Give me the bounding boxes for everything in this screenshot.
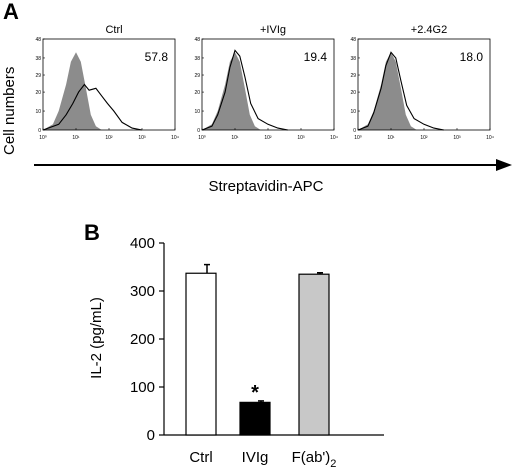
histogram-2: 0 10 20 29 38 48 10⁰ 10¹ 10² 10³ 10⁴ +IVIg 19.4: [194, 24, 337, 141]
y-tick-label: 20: [35, 90, 41, 96]
x-tick-label: 10³: [453, 135, 461, 141]
y-tick-label: 48: [35, 37, 41, 43]
histogram-title: +IVIg: [260, 24, 286, 36]
x-tick-label: 10³: [138, 135, 146, 141]
panel-b-ylabel: IL-2 (pg/mL): [88, 297, 105, 379]
bar-y-tick-label: 100: [130, 379, 155, 396]
y-tick-label: 29: [194, 73, 200, 79]
bar-3: [298, 273, 330, 436]
y-tick-label: 48: [350, 37, 356, 43]
x-tick-label: 10⁰: [198, 135, 206, 141]
panel-a-arrow-head: [496, 159, 512, 171]
x-tick-label: 10⁴: [330, 135, 338, 141]
y-tick-label: 10: [194, 109, 200, 115]
y-tick-label: 0: [38, 128, 41, 134]
panel-b-letter: B: [84, 220, 100, 245]
x-tick-label: 10¹: [231, 135, 239, 141]
open-histogram: [357, 51, 445, 131]
y-tick-label: 38: [35, 56, 41, 62]
x-tick-label: 10¹: [72, 135, 80, 141]
panel-a-letter: A: [3, 0, 19, 24]
y-tick-label: 38: [194, 56, 200, 62]
histogram-title: +2.4G2: [411, 24, 447, 36]
bar-2: [239, 401, 271, 436]
y-tick-label: 20: [350, 90, 356, 96]
x-tick-label: 10⁴: [171, 135, 179, 141]
x-tick-label: 10³: [297, 135, 305, 141]
x-tick-label: 10⁴: [486, 135, 494, 141]
histogram-panels: 0 10 20 29 38 48 10⁰ 10¹ 10² 10³ 10⁴ Ctrl 57.8 0 10 20 2…: [35, 24, 493, 141]
open-histogram: [201, 49, 289, 131]
panel-a-ylabel: Cell numbers: [1, 67, 18, 155]
x-tick-label: 10⁰: [39, 135, 47, 141]
histogram-title: Ctrl: [105, 24, 122, 36]
bar-y-tick-label: 400: [130, 235, 155, 252]
y-tick-label: 29: [350, 73, 356, 79]
histogram-value: 57.8: [145, 50, 169, 64]
open-histogram: [42, 83, 143, 131]
bar-chart: 0 100 200 300 400 Ctrl IVIg F(ab')2 *: [130, 235, 384, 469]
x-tick-label: 10²: [264, 135, 272, 141]
filled-histogram: [202, 52, 261, 130]
filled-histogram: [43, 52, 102, 130]
y-tick-label: 0: [353, 128, 356, 134]
y-tick-label: 29: [35, 73, 41, 79]
x-tick-label: 10²: [420, 135, 428, 141]
bar-category-label: Ctrl: [189, 449, 212, 466]
histogram-3: 0 10 20 29 38 48 10⁰ 10¹ 10² 10³ 10⁴ +2.4G2 18.0: [350, 24, 493, 141]
bar-category-label: F(ab')2: [292, 449, 337, 469]
x-tick-label: 10¹: [387, 135, 395, 141]
histogram-value: 19.4: [304, 50, 328, 64]
bar-category-label: IVIg: [242, 449, 269, 466]
y-tick-label: 10: [350, 109, 356, 115]
bar-y-tick-label: 0: [147, 427, 155, 444]
filled-histogram: [358, 52, 417, 130]
y-tick-label: 20: [194, 90, 200, 96]
histogram-value: 18.0: [460, 50, 484, 64]
bar-1: [185, 272, 217, 436]
panel-a-xlabel: Streptavidin-APC: [208, 178, 323, 195]
y-tick-label: 48: [194, 37, 200, 43]
bar-y-tick-label: 200: [130, 331, 155, 348]
x-tick-label: 10⁰: [354, 135, 362, 141]
histogram-1: 0 10 20 29 38 48 10⁰ 10¹ 10² 10³ 10⁴ Ctrl 57.8: [35, 24, 178, 141]
significance-asterisk: *: [251, 382, 259, 404]
bar-y-tick-label: 300: [130, 283, 155, 300]
y-tick-label: 38: [350, 56, 356, 62]
y-tick-label: 10: [35, 109, 41, 115]
y-tick-label: 0: [197, 128, 200, 134]
x-tick-label: 10²: [105, 135, 113, 141]
